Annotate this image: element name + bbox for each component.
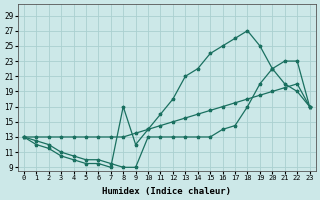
X-axis label: Humidex (Indice chaleur): Humidex (Indice chaleur) bbox=[102, 187, 231, 196]
